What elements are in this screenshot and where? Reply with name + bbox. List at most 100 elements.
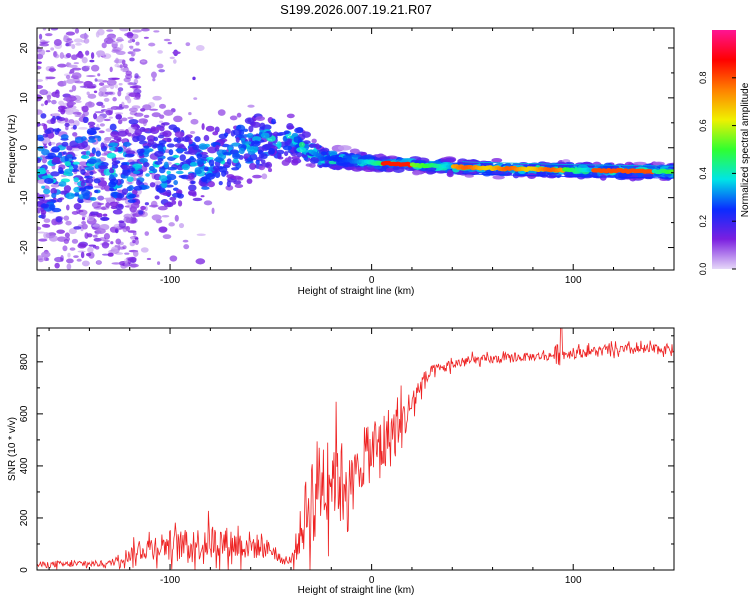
spectrogram-blob [162,234,172,240]
spectrogram-tone-line [641,177,644,179]
spectrogram-blob [77,142,86,150]
spectrogram-blob [40,41,49,44]
spectrogram-blob [63,215,70,221]
spectrogram-blob [241,140,246,145]
spectrogram-tone-line [530,163,533,165]
spectrogram-blob [282,135,287,142]
spectrogram-blob [37,226,42,231]
spectrogram-blob [65,74,71,80]
spectrogram-tone-line [486,174,489,175]
spectrogram-tone-line [551,175,554,177]
spectrogram-blob [140,60,146,63]
spectrogram-blob [117,119,123,125]
spectrogram-blob [63,97,71,102]
spectrogram-blob [82,215,87,218]
spectrogram-blob [169,196,177,201]
spectrogram-blob [161,122,170,126]
spectrogram-blob [64,161,72,167]
spectrogram-tone-line [605,164,608,166]
spectrogram-blob [309,157,320,164]
spectrogram-tone-line [480,173,483,175]
spectrogram-tone-line [565,175,568,177]
spectrogram-blob [108,181,117,188]
spectrogram-tone-line [625,164,628,166]
spectrogram-blob [268,168,273,173]
spectrogram-tone-line [544,163,547,165]
spectrogram-blob [76,258,82,262]
spectrogram-blob [72,111,81,115]
spectrogram-tone-line [478,161,481,163]
spectrogram-blob [37,65,42,70]
spectrogram-blob [108,116,114,119]
spectrogram-tone-line [508,162,511,164]
spectrogram-blob [179,154,186,162]
spectrogram-blob [61,141,69,147]
spectrogram-blob [158,167,166,174]
spectrogram-blob [85,75,96,78]
spectrogram-blob [151,112,161,118]
spectrogram-blob [65,192,75,200]
spectrogram-tone-line [500,174,503,176]
spectrogram-blob [121,138,128,143]
spectrogram-blob [118,221,127,229]
spectrogram-tone-line [589,176,592,178]
spectrogram-blob [71,54,78,61]
spectrogram-y-tick-label: 0 [19,145,30,151]
spectrogram-blob [282,145,292,151]
spectrogram-blob [37,84,44,90]
spectrogram-x-tick-label: 0 [369,275,375,286]
spectrogram-blob [189,162,198,167]
spectrogram-blob [104,91,114,95]
spectrogram-tone-line [645,165,648,167]
spectrogram-blob [73,177,79,183]
spectrogram-tone-line [484,162,487,163]
spectrogram-tone-line [504,174,507,176]
spectrogram-tone-line [524,174,527,176]
spectrogram-blob [250,140,261,147]
spectrogram-blob [50,142,56,145]
spectrogram-blob [87,158,97,165]
spectrogram-blob [322,163,330,168]
spectrogram-blob [195,258,206,265]
spectrogram-blob [152,77,156,82]
spectrogram-tone-line [476,173,479,175]
spectrogram-blob [203,166,209,172]
spectrogram-blob [66,154,73,158]
spectrogram-blob [92,201,98,208]
spectrogram-blob [293,136,302,143]
spectrogram-blob [173,137,179,143]
spectrogram-tone-line [490,162,493,164]
spectrogram-blob [121,59,126,65]
spectrogram-blob [154,150,164,158]
spectrogram-blob [148,42,156,47]
spectrogram-tone-line [534,163,537,165]
spectrogram-blob [436,170,446,174]
spectrogram-tone-line [661,177,664,179]
spectrogram-tone-line [607,176,610,178]
spectrogram-blob [181,163,190,171]
spectrogram-blob [58,170,65,175]
spectrogram-tone-line [534,175,537,177]
spectrogram-blob [109,187,115,192]
spectrogram-blob [133,185,143,191]
spectrogram-blob [81,216,86,221]
spectrogram-blob [74,114,83,118]
spectrogram-tone-line [532,163,535,165]
spectrogram-tone-line [671,177,674,179]
spectrogram-blob [58,181,67,187]
snr-y-tick-label: 600 [19,405,30,422]
spectrogram-tone-line [512,162,515,164]
spectrogram-blob [89,59,95,63]
spectrogram-blob [57,63,67,68]
spectrogram-blob [95,245,100,250]
spectrogram-blob [37,145,45,152]
spectrogram-blob [84,232,89,239]
spectrogram-blob [90,52,95,60]
spectrogram-tone-line [464,161,467,163]
spectrogram-blob [43,232,50,239]
spectrogram-blob [138,210,144,215]
snr-y-tick-label: 200 [19,509,30,526]
spectrogram-blob [95,50,105,57]
spectrogram-blob [62,64,66,67]
spectrogram-blob [144,202,149,206]
